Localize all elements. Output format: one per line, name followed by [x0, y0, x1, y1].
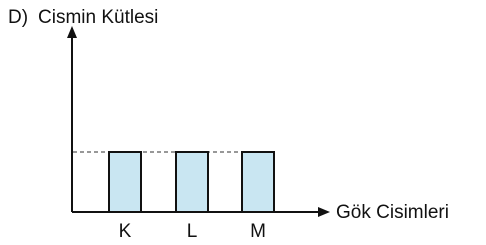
x-axis-arrow	[318, 207, 330, 217]
chart: D) Cismin Kütlesi Gök Cisimleri K L M	[0, 0, 486, 245]
bar	[242, 152, 274, 212]
bar	[176, 152, 208, 212]
x-tick-label: L	[187, 221, 198, 242]
x-tick-label: M	[250, 221, 266, 242]
chart-title: Cismin Kütlesi	[38, 7, 158, 28]
bar	[109, 152, 141, 212]
panel-label: D)	[8, 7, 28, 28]
x-tick-label: K	[119, 221, 132, 242]
x-axis-label: Gök Cisimleri	[336, 202, 449, 223]
